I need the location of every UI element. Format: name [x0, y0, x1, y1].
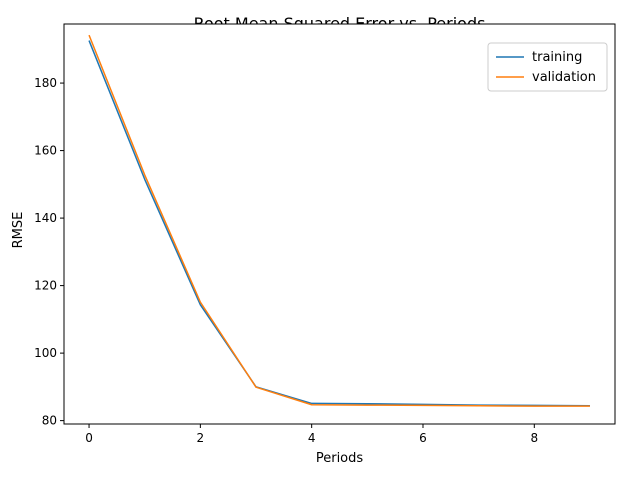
- y-tick-label: 140: [34, 211, 57, 225]
- y-tick-label: 80: [42, 414, 57, 428]
- legend-label-validation: validation: [532, 70, 596, 85]
- x-axis-label: Periods: [316, 451, 364, 466]
- y-tick-label: 180: [34, 76, 57, 90]
- legend: training validation: [487, 42, 608, 92]
- x-tick-label: 4: [308, 431, 316, 445]
- y-tick-label: 160: [34, 144, 57, 158]
- y-axis-ticks: 80 100 120 140 160 180: [34, 76, 64, 428]
- x-tick-label: 6: [419, 431, 427, 445]
- x-axis-ticks: 0 2 4 6 8: [85, 424, 538, 445]
- series-line-validation: [88, 34, 590, 407]
- plot-frame: [63, 23, 616, 425]
- x-tick-label: 8: [530, 431, 538, 445]
- legend-label-training: training: [532, 50, 582, 65]
- x-tick-label: 2: [197, 431, 205, 445]
- y-tick-label: 120: [34, 279, 57, 293]
- x-tick-label: 0: [85, 431, 93, 445]
- legend-box: [487, 42, 608, 92]
- y-axis-label: RMSE: [11, 212, 26, 249]
- series-layer: [88, 34, 590, 407]
- y-tick-label: 100: [34, 346, 57, 360]
